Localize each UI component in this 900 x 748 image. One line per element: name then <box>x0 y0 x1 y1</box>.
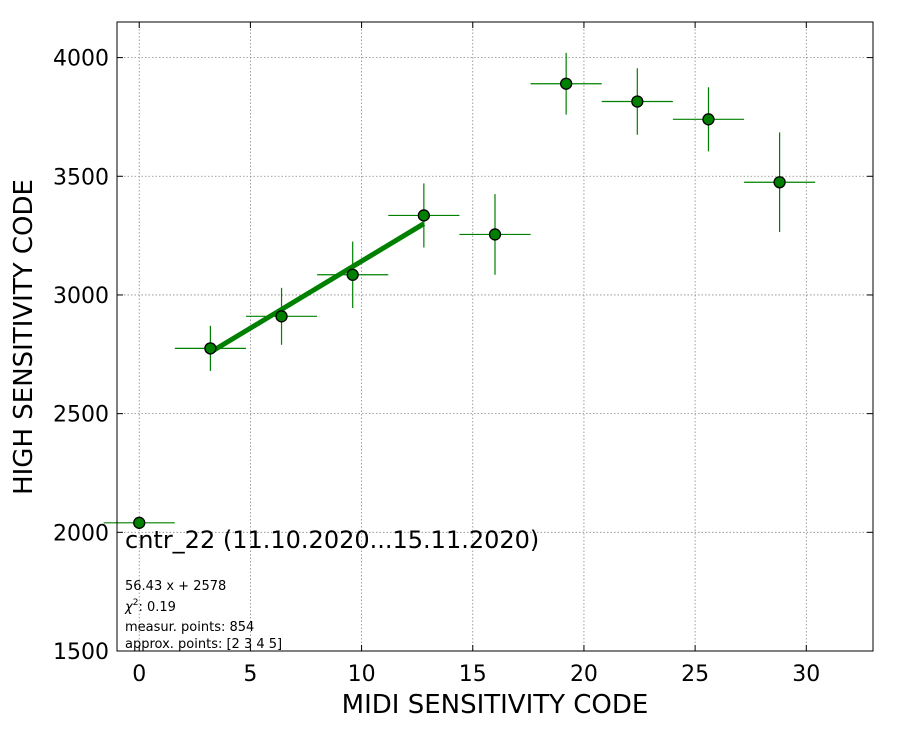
point-marker <box>204 342 217 355</box>
data-point <box>601 68 673 135</box>
point-marker <box>417 209 430 222</box>
x-tick-label: 25 <box>681 662 709 687</box>
x-axis-label: MIDI SENSITIVITY CODE <box>342 690 649 720</box>
point-marker <box>346 268 359 281</box>
annotation-title: cntr_22 (11.10.2020...15.11.2020) <box>125 526 539 554</box>
y-tick-labels: 1500 2000 2500 3000 3500 4000 <box>53 47 109 665</box>
x-tick-label: 10 <box>348 662 376 687</box>
chi2-symbol: χ <box>124 600 134 615</box>
y-tick-label: 3000 <box>53 284 109 309</box>
annotation-chi2: χ2: 0.19 <box>124 598 176 615</box>
points-layer <box>103 52 816 529</box>
plot-frame <box>116 21 874 652</box>
point-marker <box>488 228 502 241</box>
data-point <box>174 325 246 371</box>
y-tick-label: 2500 <box>53 403 109 428</box>
x-tick-label: 30 <box>792 662 820 687</box>
y-tick-label: 3500 <box>53 165 109 190</box>
y-axis-label: HIGH SENSITIVITY CODE <box>9 179 39 495</box>
x-tick-label: 20 <box>570 662 598 687</box>
grid <box>117 22 873 652</box>
point-marker <box>560 77 573 90</box>
y-tick-label: 4000 <box>53 47 109 72</box>
x-tick-label: 5 <box>243 662 257 687</box>
data-point <box>459 194 531 275</box>
data-point <box>530 52 602 115</box>
y-tick-label: 1500 <box>53 640 109 665</box>
annotation-approx-points: approx. points: [2 3 4 5] <box>125 637 282 652</box>
ticks <box>117 22 873 652</box>
annotation-measur-points: measur. points: 854 <box>125 620 254 635</box>
data-point <box>245 287 318 345</box>
data-point <box>317 241 389 309</box>
point-marker <box>631 95 644 108</box>
data-point <box>744 132 816 233</box>
data-point <box>103 516 175 529</box>
data-point <box>388 183 460 248</box>
fit-line <box>209 221 426 355</box>
point-marker <box>133 516 146 529</box>
x-tick-label: 15 <box>459 662 487 687</box>
data-point <box>672 87 745 152</box>
point-marker <box>702 113 715 126</box>
point-marker <box>275 310 288 323</box>
chi2-superscript: 2 <box>133 598 139 608</box>
annotation-fit: 56.43 x + 2578 <box>125 579 226 594</box>
chi2-value: : 0.19 <box>138 600 175 615</box>
y-tick-label: 2000 <box>53 521 109 546</box>
fit-layer <box>209 221 426 355</box>
point-marker <box>773 176 786 189</box>
x-tick-label: 0 <box>132 662 146 687</box>
x-tick-labels: 0 5 10 15 20 25 30 <box>132 662 820 687</box>
